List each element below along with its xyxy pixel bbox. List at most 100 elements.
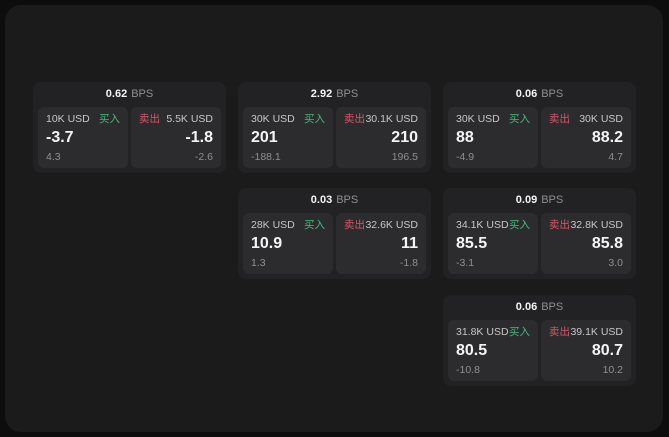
buy-tag: 买入	[509, 113, 530, 125]
buy-quote-cell[interactable]: 31.8K USD 买入 80.5 -10.8	[448, 320, 538, 381]
sell-amount: 30K USD	[579, 113, 623, 125]
sell-quote-cell[interactable]: 卖出 5.5K USD -1.8 -2.6	[131, 107, 221, 168]
bps-header: 0.62 BPS	[33, 82, 226, 107]
bps-unit-label: BPS	[541, 301, 564, 313]
bps-header: 0.03 BPS	[238, 188, 431, 213]
buy-sub-value: 1.3	[251, 256, 266, 269]
buy-cell-top-row: 34.1K USD 买入	[456, 220, 530, 231]
sell-tag: 卖出	[344, 219, 365, 231]
bps-unit-label: BPS	[131, 88, 154, 100]
sell-quote-cell[interactable]: 卖出 30.1K USD 210 196.5	[336, 107, 426, 168]
sell-quote-cell[interactable]: 卖出 30K USD 88.2 4.7	[541, 107, 631, 168]
sell-sub-value: -1.8	[399, 256, 418, 269]
bps-header: 0.06 BPS	[443, 82, 636, 107]
buy-quote-cell[interactable]: 28K USD 买入 10.9 1.3	[243, 213, 333, 274]
sell-quote-cell[interactable]: 卖出 32.8K USD 85.8 3.0	[541, 213, 631, 274]
sell-amount: 39.1K USD	[570, 326, 623, 338]
bps-value: 0.09	[515, 194, 538, 206]
sell-amount: 5.5K USD	[166, 113, 213, 125]
sell-tag: 卖出	[549, 219, 570, 231]
sell-quote-cell[interactable]: 卖出 32.6K USD 11 -1.8	[336, 213, 426, 274]
bps-unit-label: BPS	[541, 194, 564, 206]
sell-price: 85.8	[591, 235, 623, 252]
buy-amount: 31.8K USD	[456, 326, 509, 338]
buy-sub-value: -3.1	[456, 256, 475, 269]
buy-quote-cell[interactable]: 34.1K USD 买入 85.5 -3.1	[448, 213, 538, 274]
buy-price: 10.9	[251, 235, 283, 252]
buy-sub-value: 4.3	[46, 150, 61, 163]
sell-cell-top-row: 卖出 32.6K USD	[344, 220, 418, 231]
buy-price: -3.7	[46, 129, 74, 146]
buy-tag: 买入	[509, 219, 530, 231]
quote-card: 0.06 BPS 30K USD 买入 88 -4.9 卖出 30K USD 8…	[443, 82, 636, 173]
sell-amount: 32.6K USD	[365, 219, 418, 231]
buy-tag: 买入	[509, 326, 530, 338]
bps-header: 2.92 BPS	[238, 82, 431, 107]
sell-price: 88.2	[591, 129, 623, 146]
bps-value: 2.92	[310, 88, 333, 100]
buy-sub-value: -188.1	[251, 150, 281, 163]
sell-quote-cell[interactable]: 卖出 39.1K USD 80.7 10.2	[541, 320, 631, 381]
quote-card-body: 30K USD 买入 201 -188.1 卖出 30.1K USD 210 1…	[238, 107, 431, 168]
buy-cell-top-row: 28K USD 买入	[251, 220, 325, 231]
bps-value: 0.06	[515, 88, 538, 100]
bps-unit-label: BPS	[336, 194, 359, 206]
buy-amount: 10K USD	[46, 113, 90, 125]
sell-price: 11	[401, 235, 418, 252]
buy-amount: 30K USD	[456, 113, 500, 125]
sell-sub-value: -2.6	[194, 150, 213, 163]
buy-price: 88	[456, 129, 474, 146]
bps-value: 0.62	[105, 88, 128, 100]
bps-unit-label: BPS	[336, 88, 359, 100]
buy-amount: 28K USD	[251, 219, 295, 231]
bps-value: 0.03	[310, 194, 333, 206]
quote-card: 0.06 BPS 31.8K USD 买入 80.5 -10.8 卖出 39.1…	[443, 295, 636, 386]
buy-price: 80.5	[456, 342, 488, 359]
sell-tag: 卖出	[549, 113, 570, 125]
bps-value: 0.06	[515, 301, 538, 313]
sell-tag: 卖出	[344, 113, 365, 125]
sell-tag: 卖出	[139, 113, 160, 125]
buy-quote-cell[interactable]: 30K USD 买入 201 -188.1	[243, 107, 333, 168]
buy-tag: 买入	[99, 113, 120, 125]
buy-cell-top-row: 31.8K USD 买入	[456, 327, 530, 338]
buy-amount: 30K USD	[251, 113, 295, 125]
quote-card-body: 31.8K USD 买入 80.5 -10.8 卖出 39.1K USD 80.…	[443, 320, 636, 381]
buy-amount: 34.1K USD	[456, 219, 509, 231]
buy-price: 85.5	[456, 235, 488, 252]
bps-header: 0.09 BPS	[443, 188, 636, 213]
buy-quote-cell[interactable]: 10K USD 买入 -3.7 4.3	[38, 107, 128, 168]
quote-card-body: 10K USD 买入 -3.7 4.3 卖出 5.5K USD -1.8 -2.…	[33, 107, 226, 168]
sell-sub-value: 3.0	[608, 256, 623, 269]
buy-cell-top-row: 10K USD 买入	[46, 114, 120, 125]
quote-card: 2.92 BPS 30K USD 买入 201 -188.1 卖出 30.1K …	[238, 82, 431, 173]
buy-quote-cell[interactable]: 30K USD 买入 88 -4.9	[448, 107, 538, 168]
buy-sub-value: -10.8	[456, 363, 480, 376]
sell-cell-top-row: 卖出 32.8K USD	[549, 220, 623, 231]
bps-header: 0.06 BPS	[443, 295, 636, 320]
bps-unit-label: BPS	[541, 88, 564, 100]
buy-cell-top-row: 30K USD 买入	[251, 114, 325, 125]
quote-card: 0.09 BPS 34.1K USD 买入 85.5 -3.1 卖出 32.8K…	[443, 188, 636, 279]
sell-cell-top-row: 卖出 5.5K USD	[139, 114, 213, 125]
quote-card-body: 28K USD 买入 10.9 1.3 卖出 32.6K USD 11 -1.8	[238, 213, 431, 274]
quote-card-body: 30K USD 买入 88 -4.9 卖出 30K USD 88.2 4.7	[443, 107, 636, 168]
sell-cell-top-row: 卖出 30.1K USD	[344, 114, 418, 125]
buy-sub-value: -4.9	[456, 150, 475, 163]
sell-price: -1.8	[185, 129, 213, 146]
sell-tag: 卖出	[549, 326, 570, 338]
sell-sub-value: 10.2	[602, 363, 623, 376]
sell-price: 80.7	[591, 342, 623, 359]
sell-cell-top-row: 卖出 30K USD	[549, 114, 623, 125]
sell-amount: 32.8K USD	[570, 219, 623, 231]
buy-tag: 买入	[304, 113, 325, 125]
sell-sub-value: 196.5	[391, 150, 418, 163]
sell-sub-value: 4.7	[608, 150, 623, 163]
buy-tag: 买入	[304, 219, 325, 231]
buy-price: 201	[251, 129, 278, 146]
quote-card-body: 34.1K USD 买入 85.5 -3.1 卖出 32.8K USD 85.8…	[443, 213, 636, 274]
quote-card: 0.62 BPS 10K USD 买入 -3.7 4.3 卖出 5.5K USD…	[33, 82, 226, 173]
sell-amount: 30.1K USD	[365, 113, 418, 125]
buy-cell-top-row: 30K USD 买入	[456, 114, 530, 125]
sell-cell-top-row: 卖出 39.1K USD	[549, 327, 623, 338]
